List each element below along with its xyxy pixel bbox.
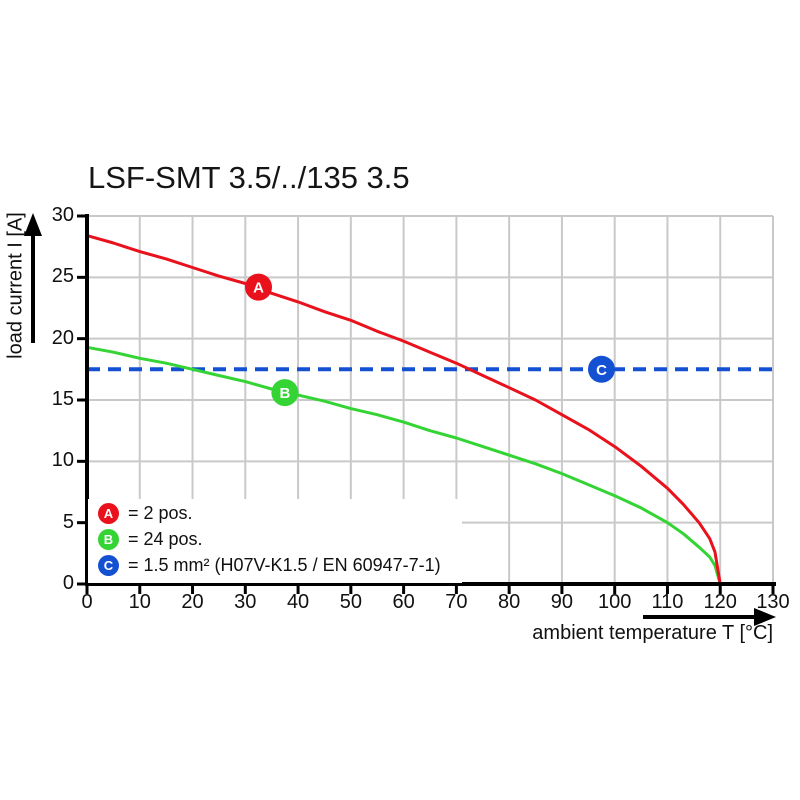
x-tick-label: 90 [550, 591, 574, 613]
x-tick-label: 130 [756, 591, 790, 613]
y-tick-label: 25 [51, 265, 74, 288]
chart-title: LSF-SMT 3.5/../135 3.5 [88, 160, 410, 195]
y-axis-label: load current I [A] [4, 212, 27, 359]
legend-item-b: B = 24 pos. [98, 526, 462, 552]
y-axis-arrowhead-icon [24, 213, 42, 236]
series-b-badge: B [98, 528, 119, 550]
x-tick-label: 20 [181, 591, 204, 613]
x-tick-label: 10 [128, 591, 151, 613]
marker-c: C [588, 355, 615, 383]
svg-text:C: C [596, 362, 607, 379]
legend-label-b: = 24 pos. [128, 528, 203, 549]
x-tick-label: 120 [703, 591, 737, 613]
x-tick-label: 80 [498, 591, 521, 613]
x-tick-label: 30 [234, 591, 257, 613]
x-axis-label: ambient temperature T [°C] [532, 622, 773, 644]
x-axis-arrowhead-icon [754, 608, 776, 626]
marker-b: B [271, 379, 299, 407]
y-tick-label: 15 [51, 388, 74, 410]
y-tick-label: 30 [51, 204, 74, 226]
series-b-curve [86, 345, 722, 585]
y-tick-label: 10 [51, 449, 74, 472]
marker-a: A [245, 273, 272, 301]
y-tick-label: 5 [62, 510, 74, 533]
legend-item-a: A = 2 pos. [98, 500, 462, 526]
legend-item-c: C = 1.5 mm² (H07V-K1.5 / EN 60947-7-1) [98, 552, 462, 578]
svg-text:B: B [279, 385, 290, 402]
legend-label-a: = 2 pos. [128, 502, 193, 523]
y-tick-label: 0 [62, 572, 74, 594]
x-tick-label: 0 [81, 591, 93, 613]
y-tick-label: 20 [51, 326, 74, 349]
x-tick-label: 60 [392, 591, 415, 613]
x-tick-label: 50 [339, 591, 362, 613]
series-c-badge: C [98, 554, 119, 576]
legend-label-c: = 1.5 mm² (H07V-K1.5 / EN 60947-7-1) [128, 554, 441, 575]
svg-text:A: A [253, 280, 264, 297]
legend: A = 2 pos. B = 24 pos. C = 1.5 mm² (H07V… [88, 499, 462, 583]
x-tick-label: 110 [651, 591, 684, 613]
series-a-badge: A [98, 502, 119, 524]
x-tick-label: 40 [286, 591, 310, 613]
x-tick-label: 70 [445, 591, 468, 613]
series-a-curve [86, 234, 722, 585]
x-tick-label: 100 [598, 591, 632, 613]
